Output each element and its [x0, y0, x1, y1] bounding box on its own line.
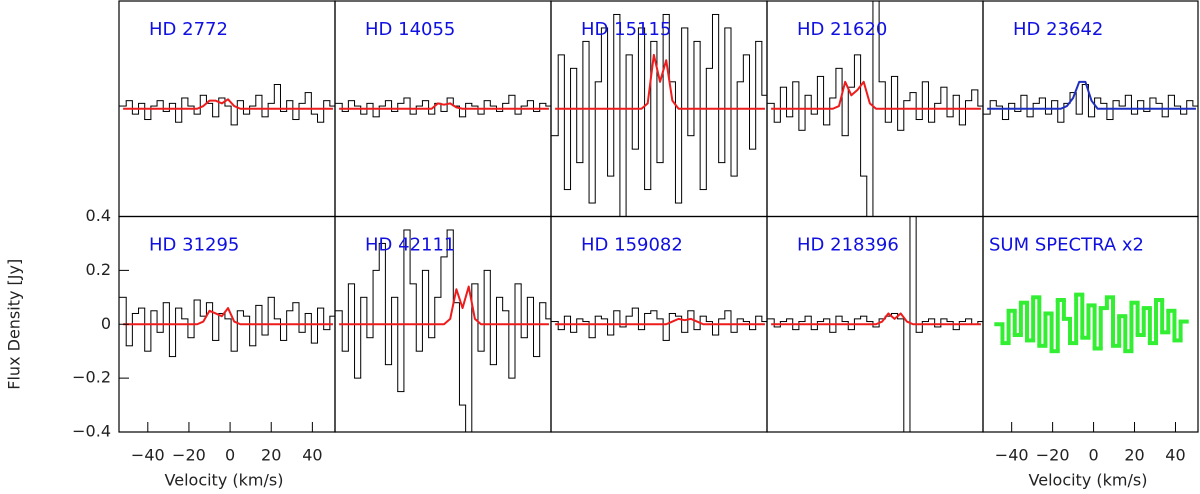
model-line — [339, 285, 549, 326]
model-line — [555, 317, 765, 326]
x-tick-label: 0 — [1088, 446, 1098, 465]
x-tick-label: 40 — [1165, 446, 1185, 465]
panel-title: HD 23642 — [1013, 19, 1103, 40]
panel-frame — [982, 215, 1199, 433]
x-tick-label: −40 — [131, 446, 165, 465]
spectrum-riser — [989, 84, 1194, 123]
model-line — [555, 53, 765, 110]
spectrum-riser — [341, 95, 547, 117]
x-tick-label: 20 — [261, 446, 281, 465]
y-axis-label: Flux Density [Jy] — [5, 259, 24, 390]
panel-title: HD 218396 — [797, 235, 899, 256]
model-line — [123, 307, 333, 326]
x-axis-label: Velocity (km/s) — [165, 471, 284, 490]
spectrum-riser — [1000, 294, 1183, 352]
x-axis-label: Velocity (km/s) — [1029, 471, 1148, 490]
spectrum-riser — [773, 1, 979, 217]
panel-title: SUM SPECTRA x2 — [989, 235, 1144, 256]
spectrum-riser — [125, 297, 331, 357]
spectrum-riser — [341, 229, 547, 432]
panel-plot — [767, 1, 983, 217]
panel-title: HD 159082 — [581, 235, 683, 256]
model-line — [771, 312, 981, 326]
panel-plot — [994, 292, 1189, 354]
panel-plot — [119, 84, 335, 126]
panel-plot — [983, 80, 1198, 123]
panel-plot — [335, 94, 551, 118]
spectrum-riser — [557, 14, 763, 217]
y-tick-label: 0 — [101, 314, 111, 333]
x-tick-label: −40 — [995, 446, 1029, 465]
y-tick-label: −0.4 — [72, 422, 111, 441]
panel-title: HD 31295 — [149, 235, 239, 256]
model-line — [987, 80, 1196, 110]
y-tick-label: −0.2 — [72, 368, 111, 387]
panel-plot — [551, 307, 767, 341]
panel-title: HD 21620 — [797, 19, 887, 40]
y-tick-label: 0.4 — [86, 206, 111, 225]
model-line — [123, 98, 333, 110]
x-tick-label: 20 — [1124, 446, 1144, 465]
x-tick-label: 40 — [302, 446, 322, 465]
x-tick-label: −20 — [172, 446, 206, 465]
panel-plot — [335, 229, 551, 432]
spectrum-riser — [125, 84, 331, 125]
x-tick-label: −20 — [1036, 446, 1070, 465]
y-tick-label: 0.2 — [86, 260, 111, 279]
panel-title: HD 2772 — [149, 19, 228, 40]
panel-plot — [119, 296, 335, 358]
model-line — [339, 102, 549, 110]
panel-title: HD 42111 — [365, 235, 455, 256]
panel-title: HD 15115 — [581, 19, 671, 40]
panel-plot — [767, 216, 983, 432]
x-tick-label: 0 — [225, 446, 235, 465]
panel-title: HD 14055 — [365, 19, 455, 40]
panel-plot — [551, 13, 767, 217]
model-line — [771, 80, 981, 110]
